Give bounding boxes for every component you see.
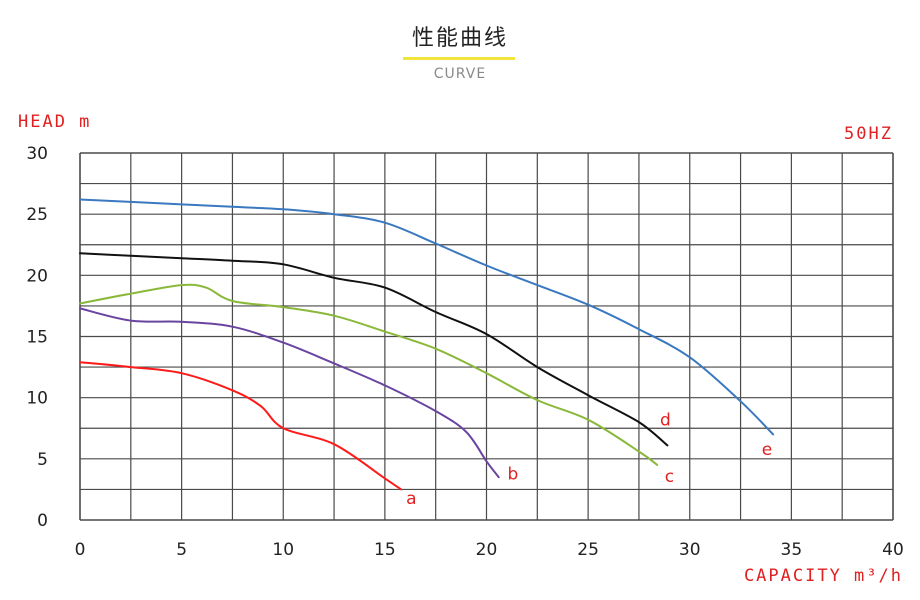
curve-label-e: e (762, 440, 772, 460)
title-underline (403, 57, 515, 60)
y-tick-label: 15 (26, 328, 48, 348)
curve-e (79, 198, 775, 436)
frequency-label: 50HZ (844, 124, 893, 144)
curve-c (79, 283, 659, 466)
y-tick-label: 10 (26, 389, 48, 409)
y-axis-label: HEAD m (18, 112, 91, 132)
chart-subtitle: CURVE (433, 66, 487, 82)
y-tick-label: 0 (37, 511, 48, 531)
x-tick-label: 5 (176, 540, 187, 560)
y-tick-label: 30 (26, 144, 48, 164)
curve-b (79, 307, 500, 479)
curve-a (79, 361, 403, 491)
curve-label-b: b (508, 465, 519, 485)
curve-label-c: c (665, 467, 674, 487)
tick-labels: 0 5 10 15 20 25 30 35 40 0 5 10 15 20 25 30 (26, 144, 903, 560)
curve-label-d: d (660, 411, 671, 431)
curve-d (79, 252, 669, 447)
x-tick-label: 20 (476, 540, 498, 560)
curve-label-a: a (406, 489, 416, 509)
x-axis-label: CAPACITY m³/h (744, 566, 903, 586)
curves (79, 198, 775, 491)
curve-labels: a b c d e (406, 411, 772, 509)
x-tick-label: 35 (781, 540, 803, 560)
grid (79, 152, 894, 521)
x-tick-label: 30 (679, 540, 701, 560)
y-tick-label: 25 (26, 205, 48, 225)
x-tick-label: 40 (882, 540, 904, 560)
x-tick-label: 25 (577, 540, 599, 560)
x-tick-label: 0 (75, 540, 86, 560)
y-tick-label: 5 (37, 450, 48, 470)
x-tick-label: 10 (272, 540, 294, 560)
x-tick-label: 15 (374, 540, 396, 560)
chart-title: 性能曲线 (411, 26, 508, 51)
y-tick-label: 20 (26, 266, 48, 286)
